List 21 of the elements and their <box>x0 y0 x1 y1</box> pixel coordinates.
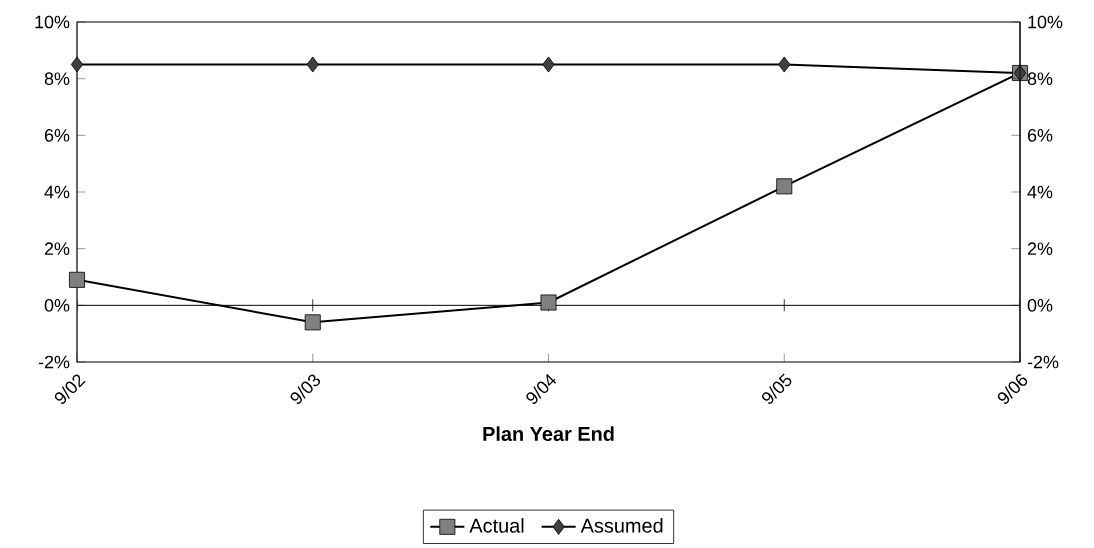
y2-tick-label: 4% <box>44 185 70 199</box>
x-tick-label: 9/03 <box>290 374 321 404</box>
y-tick-label: 0% <box>1027 298 1053 312</box>
y-tick-label: 8% <box>1027 72 1053 86</box>
y2-tick-label: 0% <box>44 298 70 312</box>
x-tick-label: 9/02 <box>54 374 86 404</box>
y-tick-label: 4% <box>1027 185 1053 199</box>
y2-tick-label: 8% <box>44 72 70 86</box>
y-tick-label: 6% <box>1027 128 1053 142</box>
y2-tick-label: -2% <box>38 355 70 369</box>
y2-tick-label: 6% <box>44 128 70 142</box>
x-tick-label: 9/06 <box>997 374 1028 404</box>
y-tick-label: 2% <box>1027 242 1053 255</box>
x-tick-label: 9/04 <box>526 374 557 404</box>
legend-label: Actual <box>469 518 524 533</box>
y2-tick-label: 2% <box>44 242 70 255</box>
legend-label: Assumed <box>580 518 663 533</box>
y2-tick-label: 10% <box>35 15 70 29</box>
x-axis-title: Plan Year End <box>483 426 614 441</box>
y-tick-label: -2% <box>1027 355 1059 369</box>
y-tick-label: 10% <box>1028 15 1063 29</box>
